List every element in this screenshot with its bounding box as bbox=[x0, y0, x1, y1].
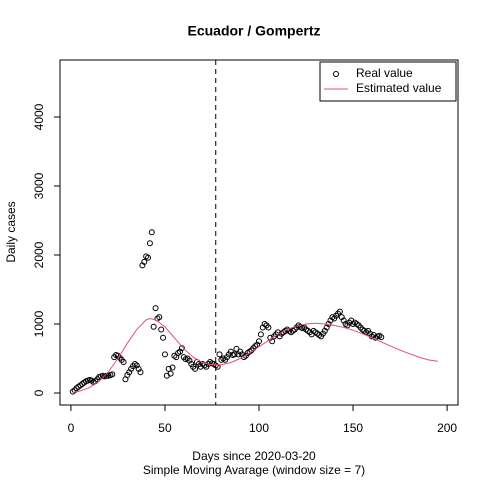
point bbox=[156, 314, 163, 321]
point bbox=[192, 365, 199, 372]
point bbox=[169, 364, 176, 371]
y-tick-label: 4000 bbox=[32, 103, 46, 130]
x-tick-label: 200 bbox=[437, 421, 457, 435]
subtitle: Simple Moving Avarage (window size = 7) bbox=[143, 463, 365, 477]
point bbox=[161, 351, 168, 358]
point bbox=[160, 334, 167, 341]
point bbox=[265, 324, 272, 331]
point bbox=[146, 240, 153, 247]
point bbox=[231, 351, 238, 358]
legend-symbol bbox=[333, 71, 339, 77]
point bbox=[148, 229, 155, 236]
x-tick-label: 100 bbox=[249, 421, 269, 435]
chart-title: Ecuador / Gompertz bbox=[187, 23, 320, 39]
point bbox=[141, 258, 148, 265]
point bbox=[137, 369, 144, 376]
point bbox=[152, 305, 159, 312]
point bbox=[378, 334, 385, 341]
point bbox=[150, 323, 157, 330]
y-tick-label: 2000 bbox=[32, 241, 46, 268]
point bbox=[145, 254, 152, 261]
x-axis-label: Days since 2020-03-20 bbox=[192, 449, 316, 463]
point bbox=[167, 370, 174, 377]
point bbox=[120, 358, 127, 365]
point bbox=[216, 351, 223, 358]
point bbox=[257, 331, 264, 338]
x-tick-label: 150 bbox=[343, 421, 363, 435]
point bbox=[109, 371, 116, 378]
legend-label: Estimated value bbox=[356, 81, 442, 95]
x-tick-label: 50 bbox=[158, 421, 172, 435]
x-tick-label: 0 bbox=[68, 421, 75, 435]
plot-frame bbox=[59, 59, 459, 406]
legend-box bbox=[319, 61, 457, 102]
point bbox=[256, 338, 262, 345]
point bbox=[233, 345, 240, 352]
point bbox=[178, 345, 185, 352]
legend-label: Real value bbox=[356, 66, 413, 80]
y-tick-label: 1000 bbox=[32, 310, 46, 337]
point bbox=[158, 326, 165, 333]
point bbox=[336, 308, 343, 315]
y-tick-label: 3000 bbox=[32, 172, 46, 199]
y-axis-label: Daily cases bbox=[4, 201, 18, 262]
line bbox=[72, 317, 438, 394]
y-tick-label: 0 bbox=[32, 389, 46, 396]
